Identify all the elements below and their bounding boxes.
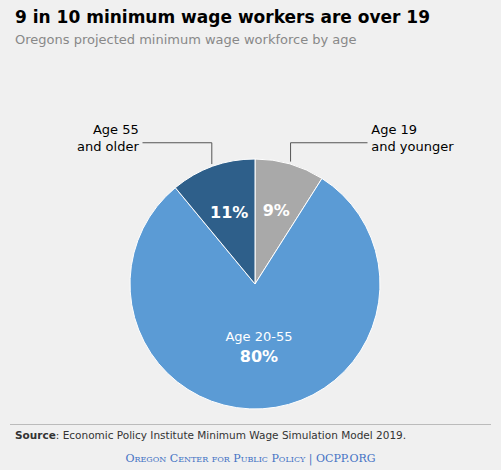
svg-text:and older: and older — [77, 139, 139, 154]
svg-text:Age 55: Age 55 — [93, 122, 139, 137]
html-text:9 in 10 minimum wage workers a: 9 in 10 minimum wage workers are over 19 — [15, 7, 430, 27]
svg-text:9%: 9% — [263, 201, 290, 220]
html-text:Oregon Center for Public Polic: Oregon Center for Public Policy | OCPP.O… — [125, 452, 376, 465]
svg-text:11%: 11% — [210, 203, 248, 222]
svg-text:and younger: and younger — [371, 139, 454, 154]
svg-text:80%: 80% — [240, 347, 278, 366]
svg-text:Age 20-55: Age 20-55 — [225, 329, 292, 344]
html-text:Source: Economic Policy Instit: Source: Economic Policy Institute Minimu… — [15, 429, 407, 441]
html-text:Oregons projected minimum wage: Oregons projected minimum wage workforce… — [15, 32, 357, 47]
svg-text:Age 19: Age 19 — [371, 122, 417, 137]
